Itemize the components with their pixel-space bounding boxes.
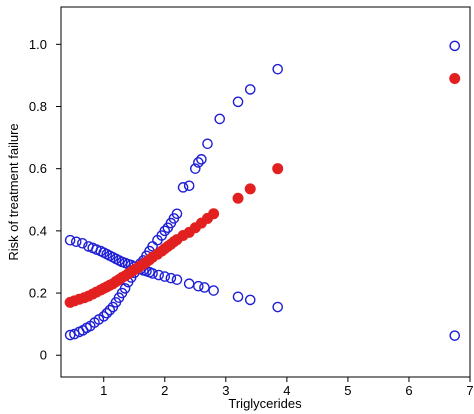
data-point (232, 96, 244, 108)
data-point (189, 163, 201, 174)
series-3 (64, 73, 461, 308)
data-point (449, 40, 461, 52)
data-point (70, 236, 82, 248)
data-point (101, 307, 113, 319)
data-point (449, 330, 461, 341)
data-point (64, 329, 76, 341)
data-point (69, 328, 80, 340)
series-1 (64, 40, 461, 341)
y-tick-label: 1.0 (29, 37, 47, 52)
data-point (77, 237, 88, 249)
data-point (171, 274, 183, 285)
data-point (199, 282, 210, 293)
data-point (208, 285, 219, 296)
x-axis-title: Triglycerides (228, 396, 302, 411)
y-tick-label: 0.2 (29, 286, 47, 301)
data-point (159, 271, 171, 282)
data-point (104, 304, 116, 316)
data-point (159, 225, 171, 237)
data-point (153, 269, 164, 281)
data-point (119, 283, 131, 294)
data-point (244, 294, 256, 306)
data-point (232, 291, 244, 303)
x-axis: 1 2 3 4 5 6 7 (100, 377, 474, 398)
x-tick-label: 5 (344, 383, 351, 398)
x-tick-label: 6 (405, 383, 412, 398)
data-point (202, 138, 213, 150)
data-point (177, 182, 189, 193)
data-point (272, 301, 284, 313)
plot-frame (60, 6, 471, 378)
x-tick-label: 7 (466, 383, 473, 398)
x-tick-label: 4 (283, 383, 290, 398)
data-point (193, 280, 204, 292)
data-point (98, 311, 110, 322)
y-axis: 0 0.2 0.4 0.6 0.8 1.0 (29, 37, 61, 363)
x-tick-label: 1 (100, 383, 107, 398)
data-point (165, 272, 177, 284)
data-point (171, 208, 183, 220)
y-tick-label: 0.8 (29, 99, 47, 114)
data-point (272, 63, 284, 75)
x-tick-label: 2 (161, 383, 168, 398)
data-points (64, 40, 461, 341)
data-point (449, 73, 461, 85)
data-point (214, 113, 226, 125)
y-tick-label: 0 (40, 348, 47, 363)
data-point (64, 234, 76, 246)
data-point (272, 163, 284, 175)
y-tick-label: 0.4 (29, 223, 47, 238)
data-point (244, 84, 256, 95)
x-tick-label: 3 (222, 383, 229, 398)
data-point (208, 208, 220, 220)
data-point (196, 154, 207, 165)
y-axis-title: Risk of treatment failure (6, 123, 21, 260)
data-point (244, 183, 256, 195)
data-point (193, 157, 204, 168)
series-2 (64, 234, 461, 341)
y-tick-label: 0.6 (29, 161, 47, 176)
data-point (183, 278, 195, 290)
data-point (183, 180, 195, 192)
data-point (147, 268, 158, 279)
data-point (232, 192, 244, 204)
